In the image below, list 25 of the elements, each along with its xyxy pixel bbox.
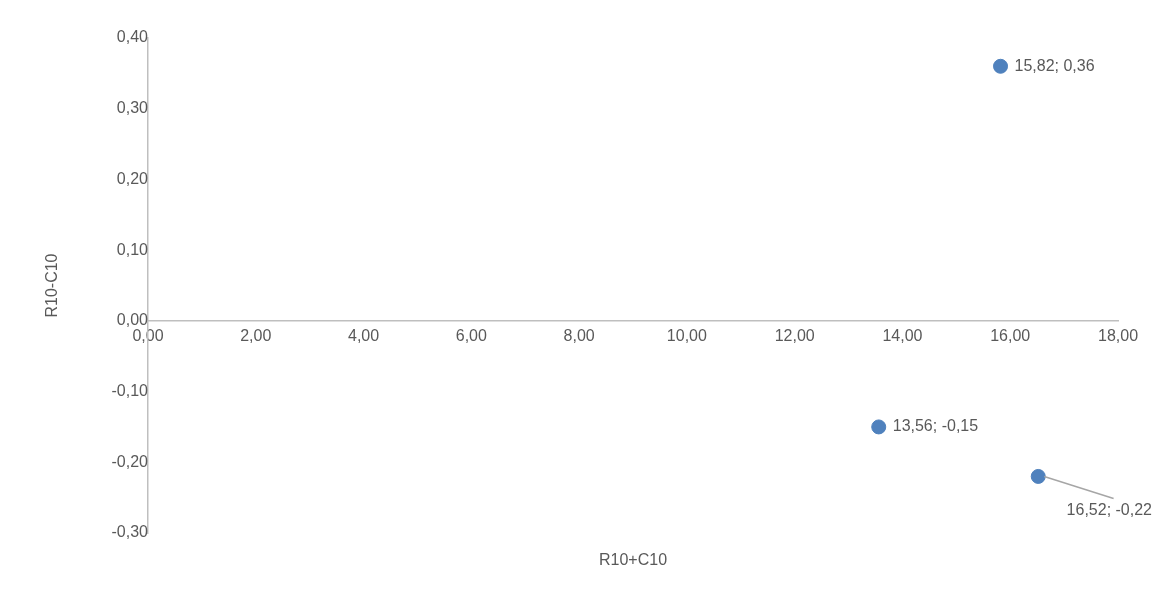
point xyxy=(871,419,887,435)
y-tick-label: -0,30 xyxy=(111,523,149,541)
x-tick-label: 16,00 xyxy=(990,326,1031,344)
x-tick-label: 2,00 xyxy=(240,326,272,344)
y-tick-label: 0,20 xyxy=(116,169,149,187)
y-tick-label: -0,20 xyxy=(111,452,149,470)
data-label: 13,56; -0,15 xyxy=(892,417,979,435)
data-label: 16,52; -0,22 xyxy=(1066,500,1153,518)
x-tick-label: 18,00 xyxy=(1097,326,1139,344)
x-axis-title: R10+C10 xyxy=(598,551,668,568)
x-tick-label: 6,00 xyxy=(455,326,488,344)
y-axis-title: R10-C10 xyxy=(43,253,61,318)
x-tick-label: 10,00 xyxy=(666,326,708,344)
y-tick-label: 0,00 xyxy=(116,311,149,329)
y-tick-label: -0,10 xyxy=(111,381,149,399)
y-tick-label: 0,40 xyxy=(116,28,149,46)
data-label: 15,82; 0,36 xyxy=(1014,56,1095,74)
x-tick-label: 12,00 xyxy=(774,326,815,344)
y-tick-label: 0,30 xyxy=(116,99,149,117)
y-tick-label: 0,10 xyxy=(116,240,149,258)
point xyxy=(993,58,1009,74)
x-tick-label: 4,00 xyxy=(347,326,380,344)
point xyxy=(1030,468,1046,484)
x-tick-label: 8,00 xyxy=(563,326,595,344)
x-tick-label: 14,00 xyxy=(882,326,923,344)
